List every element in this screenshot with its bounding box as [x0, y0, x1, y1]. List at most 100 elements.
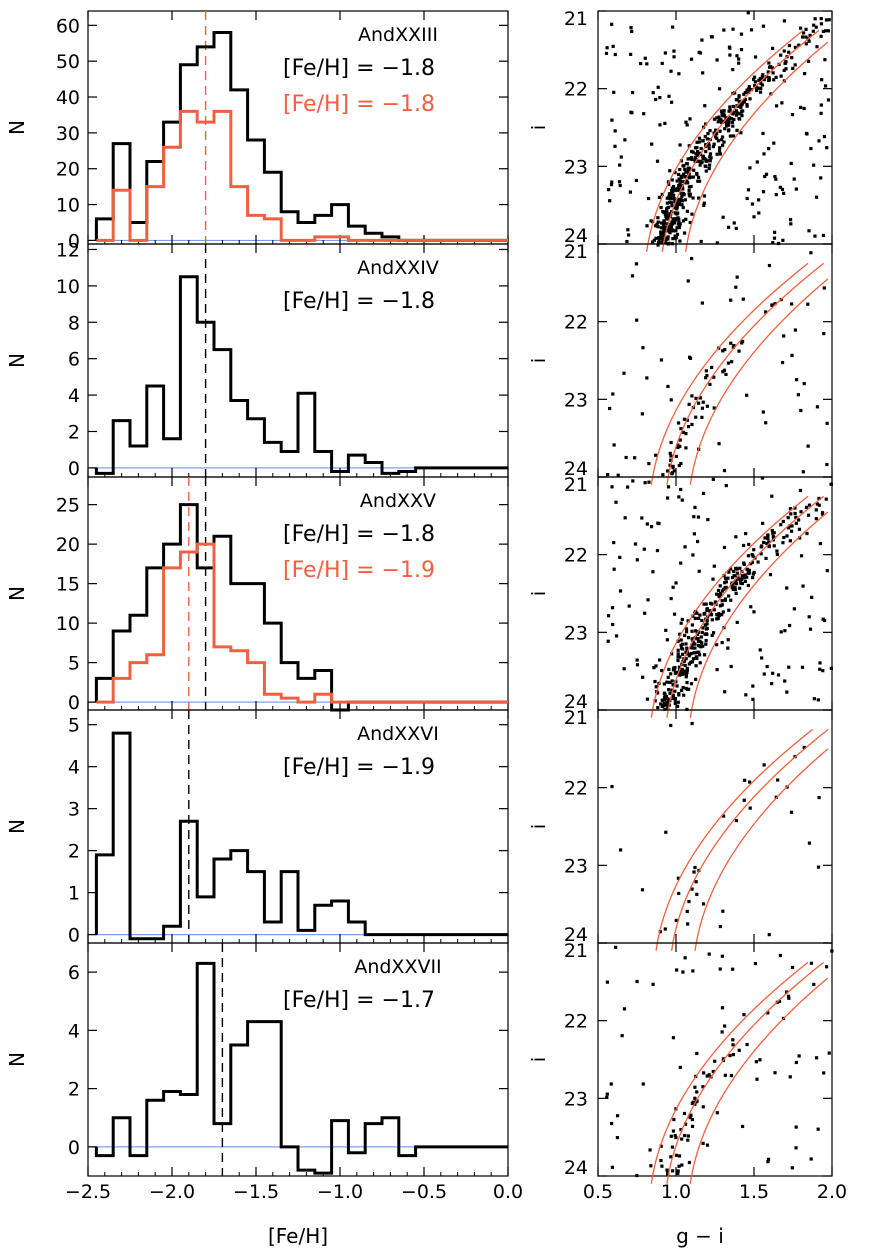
star-point: [744, 693, 748, 697]
y-tick-label: 23: [564, 156, 588, 178]
y-tick-label: 10: [56, 195, 80, 217]
y-tick-label: 12: [56, 239, 80, 261]
star-point: [671, 695, 675, 699]
star-point: [823, 58, 827, 62]
star-point: [614, 500, 618, 504]
star-point: [761, 131, 765, 136]
star-point: [813, 234, 817, 238]
isochrone-line: [670, 728, 829, 951]
star-point: [737, 349, 741, 353]
star-point: [679, 638, 683, 642]
star-point: [719, 109, 724, 113]
star-point: [761, 410, 765, 414]
star-point: [808, 33, 812, 37]
star-point: [676, 639, 680, 643]
star-point: [652, 238, 656, 242]
star-point: [815, 405, 820, 409]
star-point: [640, 888, 645, 892]
star-point: [787, 996, 791, 1000]
star-point: [807, 841, 812, 845]
star-point: [784, 990, 789, 994]
star-point: [821, 233, 826, 238]
star-point: [742, 92, 746, 96]
star-point: [717, 612, 721, 616]
star-point: [698, 661, 702, 665]
star-point: [611, 392, 615, 396]
isochrone-line: [666, 262, 825, 485]
star-point: [628, 190, 633, 194]
star-point: [718, 967, 722, 971]
star-point: [772, 236, 777, 240]
star-point: [728, 105, 732, 109]
feh-annotation: [Fe/H] = −1.8: [283, 289, 435, 314]
star-point: [672, 221, 677, 225]
star-point: [805, 132, 809, 136]
star-point: [787, 50, 791, 54]
star-point: [690, 1124, 695, 1129]
star-point: [697, 401, 701, 405]
star-point: [678, 239, 682, 243]
star-point: [695, 145, 699, 150]
star-point: [712, 117, 717, 121]
cmd-frame: [597, 942, 833, 1177]
star-point: [605, 980, 610, 984]
star-point: [670, 178, 674, 182]
star-point: [704, 143, 708, 147]
star-point: [794, 1060, 798, 1065]
star-point: [731, 67, 735, 72]
star-point: [707, 166, 711, 171]
star-point: [726, 646, 730, 650]
star-point: [812, 23, 816, 27]
star-point: [696, 643, 701, 648]
star-point: [708, 382, 712, 386]
star-point: [675, 704, 680, 708]
star-point: [680, 194, 684, 198]
star-point: [819, 176, 823, 180]
star-point: [670, 679, 674, 683]
star-point: [662, 210, 666, 215]
star-point: [619, 155, 623, 159]
star-point: [780, 360, 785, 365]
star-point: [684, 217, 688, 221]
star-point: [826, 29, 831, 33]
star-point: [666, 216, 670, 220]
feh-annotation: [Fe/H] = −1.9: [283, 558, 435, 583]
star-point: [791, 66, 795, 71]
star-point: [690, 1117, 694, 1122]
star-point: [622, 1007, 627, 1011]
star-point: [650, 142, 654, 146]
star-point: [660, 1164, 664, 1168]
star-point: [704, 169, 708, 173]
star-point: [678, 655, 682, 659]
star-point: [683, 545, 687, 549]
star-point: [720, 120, 724, 125]
star-point: [752, 548, 756, 552]
star-point: [816, 865, 821, 869]
star-point: [704, 627, 709, 631]
star-point: [668, 231, 672, 235]
star-point: [700, 160, 704, 164]
star-point: [741, 297, 745, 301]
cmd-panel-andxxvii: 21 22 23 240.5 1.0 1.5 2.0 i: [528, 940, 847, 1203]
star-point: [670, 472, 674, 476]
star-point: [670, 1145, 675, 1149]
star-point: [695, 1090, 699, 1094]
star-point: [710, 365, 714, 370]
star-point: [707, 146, 711, 151]
star-point: [743, 91, 747, 95]
star-point: [721, 215, 725, 219]
star-point: [704, 602, 708, 606]
star-point: [779, 630, 783, 634]
star-point: [691, 553, 695, 557]
star-point: [767, 933, 771, 937]
star-point: [801, 584, 805, 588]
x-tick-label: 1.0: [661, 1181, 691, 1203]
star-point: [680, 672, 684, 676]
y-tick-label: 24: [564, 225, 588, 247]
star-point: [670, 220, 674, 224]
star-point: [722, 109, 726, 113]
star-point: [728, 1053, 732, 1058]
star-point: [681, 652, 685, 656]
star-point: [640, 412, 644, 416]
star-point: [781, 519, 785, 524]
